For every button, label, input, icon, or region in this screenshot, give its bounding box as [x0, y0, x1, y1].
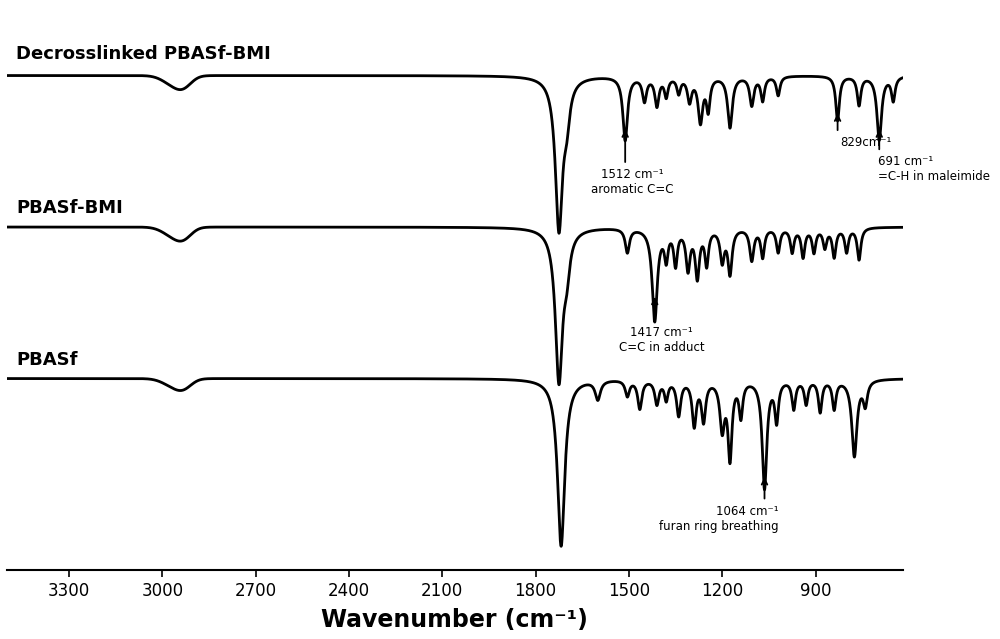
Text: Decrosslinked PBASf-BMI: Decrosslinked PBASf-BMI [16, 45, 271, 63]
X-axis label: Wavenumber (cm⁻¹): Wavenumber (cm⁻¹) [321, 608, 588, 632]
Text: 1512 cm⁻¹
aromatic C=C: 1512 cm⁻¹ aromatic C=C [591, 168, 673, 196]
Text: 691 cm⁻¹
=C-H in maleimide: 691 cm⁻¹ =C-H in maleimide [878, 155, 990, 183]
Text: 1417 cm⁻¹
C=C in adduct: 1417 cm⁻¹ C=C in adduct [619, 326, 704, 354]
Text: PBASf: PBASf [16, 351, 78, 369]
Text: 829cm⁻¹: 829cm⁻¹ [840, 136, 892, 149]
Text: PBASf-BMI: PBASf-BMI [16, 199, 123, 217]
Text: 1064 cm⁻¹
furan ring breathing: 1064 cm⁻¹ furan ring breathing [659, 505, 778, 532]
